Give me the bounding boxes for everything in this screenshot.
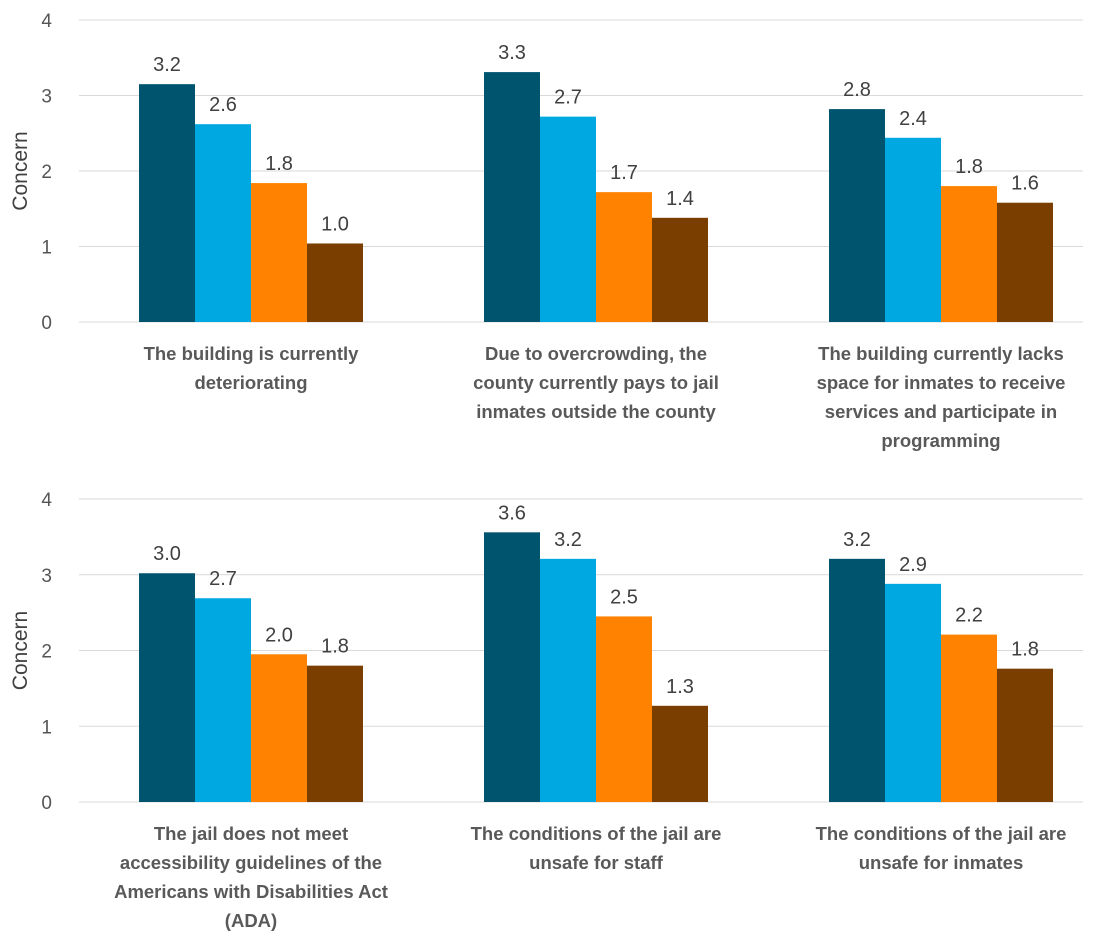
bar (139, 84, 195, 322)
data-label: 2.9 (899, 554, 927, 576)
y-tick-label: 1 (41, 238, 52, 259)
y-tick-label: 1 (41, 717, 52, 738)
category-label: space for inmates to receive (817, 372, 1066, 393)
data-label: 1.8 (265, 153, 293, 175)
data-label: 3.6 (498, 502, 526, 524)
data-label: 1.8 (1011, 639, 1039, 661)
category-label: deteriorating (194, 372, 307, 393)
data-label: 2.7 (554, 87, 582, 109)
category-label: The building is currently (144, 343, 360, 364)
category-label: The jail does not meet (154, 823, 348, 844)
category-label: services and participate in (825, 401, 1057, 422)
y-axis-label: Concern (9, 611, 32, 690)
category-label: The conditions of the jail are (471, 823, 722, 844)
y-tick-label: 3 (41, 566, 52, 587)
bar (596, 616, 652, 802)
category-label: The building currently lacks (818, 343, 1064, 364)
y-tick-label: 3 (41, 87, 52, 108)
bar (652, 217, 708, 322)
bar (484, 532, 540, 802)
bar (540, 116, 596, 322)
bar (195, 598, 251, 802)
category-label: county currently pays to jail (473, 372, 719, 393)
category-label: Americans with Disabilities Act (114, 881, 388, 902)
category-label: accessibility guidelines of the (120, 852, 382, 873)
data-label: 1.8 (955, 156, 983, 178)
y-tick-label: 0 (41, 793, 52, 814)
data-label: 3.2 (153, 54, 181, 76)
bar (885, 137, 941, 322)
bar (941, 634, 997, 802)
bar (307, 243, 363, 322)
data-label: 2.5 (610, 586, 638, 608)
bar (251, 654, 307, 802)
data-label: 3.3 (498, 42, 526, 64)
data-label: 1.4 (666, 188, 694, 210)
y-axis-label: Concern (9, 131, 32, 210)
category-label: unsafe for staff (529, 852, 663, 873)
y-tick-label: 4 (41, 490, 52, 511)
y-tick-label: 4 (41, 11, 52, 32)
bar (885, 583, 941, 802)
bar (652, 705, 708, 802)
bar (941, 186, 997, 322)
category-label: inmates outside the county (476, 401, 716, 422)
bar (997, 202, 1053, 322)
bar (484, 72, 540, 322)
category-label: programming (881, 430, 1000, 451)
category-label: The conditions of the jail are (816, 823, 1067, 844)
bar (251, 183, 307, 322)
category-label: (ADA) (225, 910, 277, 931)
data-label: 2.0 (265, 624, 293, 646)
data-label: 1.0 (321, 213, 349, 235)
data-label: 2.4 (899, 108, 927, 130)
data-label: 3.0 (153, 543, 181, 565)
data-label: 2.2 (955, 605, 983, 627)
category-label: unsafe for inmates (859, 852, 1024, 873)
bar (997, 668, 1053, 802)
data-label: 1.3 (666, 676, 694, 698)
bar (540, 558, 596, 802)
data-label: 1.6 (1011, 173, 1039, 195)
y-tick-label: 2 (41, 642, 52, 663)
bar (596, 192, 652, 322)
bar (195, 124, 251, 322)
data-label: 2.6 (209, 94, 237, 116)
data-label: 3.2 (843, 529, 871, 551)
bar (829, 558, 885, 802)
category-label: Due to overcrowding, the (485, 343, 707, 364)
y-tick-label: 0 (41, 313, 52, 334)
data-label: 2.8 (843, 79, 871, 101)
bar (139, 573, 195, 802)
data-label: 1.7 (610, 162, 638, 184)
bar (829, 109, 885, 322)
bar (307, 665, 363, 802)
data-label: 3.2 (554, 529, 582, 551)
data-label: 1.8 (321, 636, 349, 658)
data-label: 2.7 (209, 568, 237, 590)
y-tick-label: 2 (41, 162, 52, 183)
